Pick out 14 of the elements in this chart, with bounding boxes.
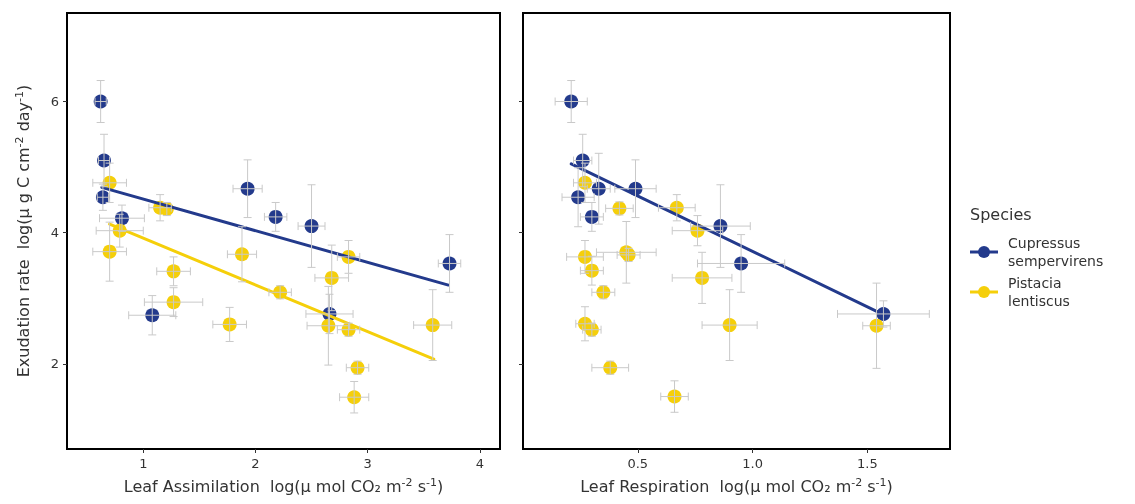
x-tick-label: 4 [475, 456, 484, 471]
x-tick-label: 1.0 [742, 456, 763, 471]
y-tick-label: 6 [50, 94, 59, 110]
legend-label: Cupressus sempervirens [1008, 234, 1105, 270]
x-tick-label: 1.5 [857, 456, 878, 471]
y-axis-title: Exudation rate log(μ g C cm-2 day-1) [13, 84, 33, 378]
x-tick-label: 1 [139, 456, 148, 471]
legend-label: Pistacia lentiscus [1008, 274, 1071, 310]
x-tick-label: 3 [363, 456, 372, 471]
x-tick-label: 0.5 [627, 456, 649, 471]
legend-title: Species [970, 205, 1033, 224]
y-tick-label: 4 [50, 225, 59, 241]
x-tick-label: 2 [251, 456, 260, 471]
y-tick-label: 2 [50, 356, 59, 372]
